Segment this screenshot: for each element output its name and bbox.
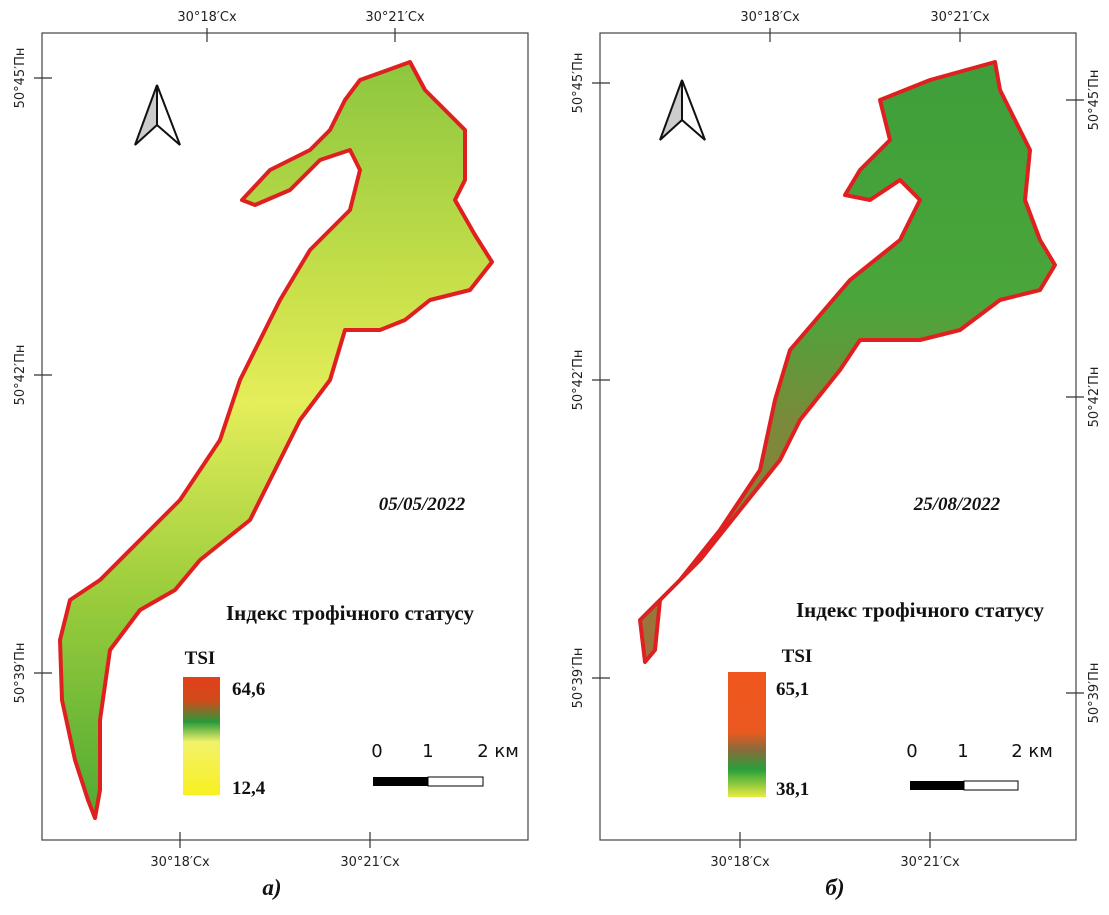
bottom-tick-label: 30°21′Сх — [340, 855, 400, 870]
reservoir — [640, 62, 1055, 662]
scale-label: 0 — [906, 741, 917, 762]
scale-label: 2 км — [477, 741, 519, 762]
left-tick-label: 50°39′Пн — [571, 648, 586, 709]
legend-max: 64,6 — [232, 679, 265, 700]
top-tick-label: 30°18′Сх — [177, 10, 237, 25]
top-tick-label: 30°21′Сх — [365, 10, 425, 25]
legend-min: 38,1 — [776, 779, 809, 800]
left-tick-label: 50°42′Пн — [571, 350, 586, 411]
panel-a: 30°18′Сх 30°21′Сх 30°18′Сх 30°21′Сх 50°4… — [13, 10, 528, 900]
figure: 30°18′Сх 30°21′Сх 30°18′Сх 30°21′Сх 50°4… — [0, 0, 1109, 915]
right-tick-label: 50°39′Пн — [1087, 663, 1102, 724]
legend-title: Індекс трофічного статусу — [796, 598, 1044, 622]
legend-ramp — [728, 672, 766, 797]
north-arrow — [135, 85, 180, 145]
left-tick-label: 50°42′Пн — [13, 345, 28, 406]
reservoir — [60, 62, 492, 818]
left-tick-label: 50°39′Пн — [13, 643, 28, 704]
panel-b: 30°18′Сх 30°21′Сх 30°18′Сх 30°21′Сх 50°4… — [571, 10, 1102, 900]
scale-bar — [910, 781, 1018, 790]
legend-min: 12,4 — [232, 778, 266, 799]
caption: а) — [262, 875, 281, 900]
right-tick-label: 50°42′Пн — [1087, 367, 1102, 428]
right-tick-label: 50°45′Пн — [1087, 70, 1102, 131]
legend-max: 65,1 — [776, 679, 809, 700]
scale-label: 1 — [422, 741, 433, 762]
legend-label: TSI — [782, 646, 813, 667]
top-tick-label: 30°21′Сх — [930, 10, 990, 25]
scale-label: 0 — [371, 741, 382, 762]
left-tick-label: 50°45′Пн — [571, 53, 586, 114]
caption: б) — [825, 875, 844, 900]
date: 05/05/2022 — [379, 494, 466, 515]
legend-title: Індекс трофічного статусу — [226, 601, 474, 625]
page: {"panels": [ {"caption": "а)", "date": "… — [0, 0, 1109, 915]
legend-label: TSI — [185, 648, 216, 669]
scale-label: 1 — [957, 741, 968, 762]
north-arrow — [660, 80, 705, 140]
top-tick-label: 30°18′Сх — [740, 10, 800, 25]
legend-ramp — [183, 677, 220, 795]
bottom-tick-label: 30°18′Сх — [710, 855, 770, 870]
bottom-tick-label: 30°21′Сх — [900, 855, 960, 870]
scale-bar — [373, 777, 483, 786]
bottom-tick-label: 30°18′Сх — [150, 855, 210, 870]
left-tick-label: 50°45′Пн — [13, 48, 28, 109]
date: 25/08/2022 — [913, 494, 1001, 515]
scale-label: 2 км — [1011, 741, 1053, 762]
